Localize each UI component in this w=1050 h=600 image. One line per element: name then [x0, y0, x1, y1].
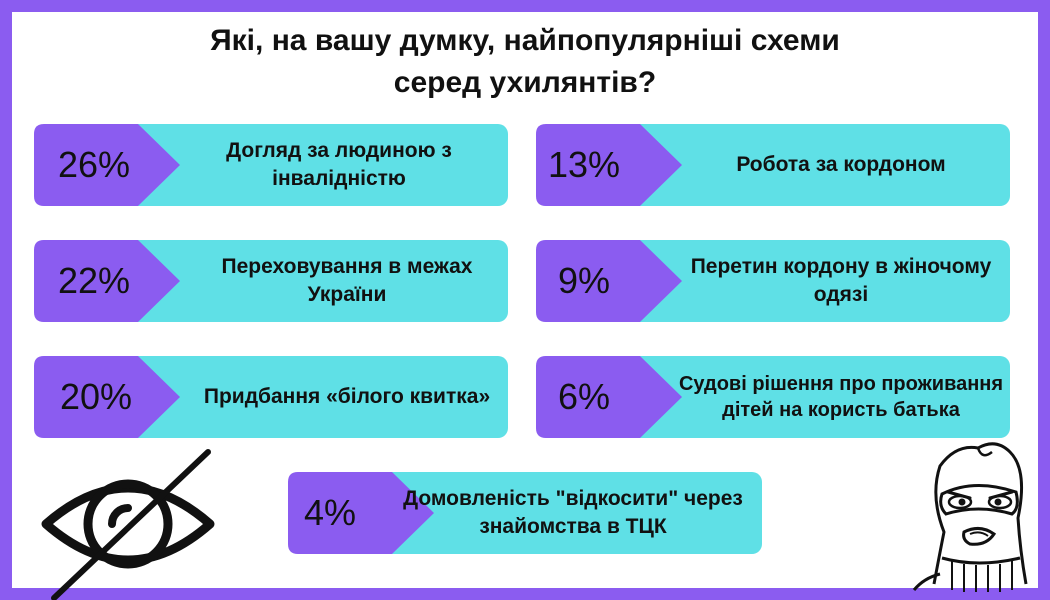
badge-shape [536, 240, 682, 322]
result-percent: 4% [303, 492, 357, 533]
badge-shape [34, 240, 180, 322]
crossed-out-eye-icon [41, 449, 215, 600]
result-card: 4% Домовленість "відкосити" через знайом… [288, 472, 762, 554]
result-badge [536, 240, 684, 322]
result-card: 22% Переховування в межах України [34, 240, 508, 322]
result-label: Перетин кордону в жіночому одязі [690, 255, 992, 306]
result-badge [34, 124, 182, 206]
result-card: 26% Догляд за людиною з інвалідністю [34, 124, 508, 206]
result-badge [288, 472, 436, 554]
result-percent: 26% [57, 144, 131, 185]
page-title: Які, на вашу думку, найпопулярніші схеми… [0, 20, 1050, 104]
result-card: 20% Придбання «білого квитка» [34, 356, 508, 438]
title-line-2: серед ухилянтів? [393, 66, 657, 99]
badge-shape [34, 356, 180, 438]
result-card: 6% Судові рішення про проживання дітей н… [536, 356, 1010, 438]
result-card: 9% Перетин кордону в жіночому одязі [536, 240, 1010, 322]
result-percent: 20% [59, 376, 133, 417]
result-label: Робота за кордоном [736, 153, 946, 176]
result-percent: 9% [557, 260, 611, 301]
result-label: Догляд за людиною з інвалідністю [226, 139, 452, 190]
result-card: 13% Робота за кордоном [536, 124, 1010, 206]
result-label: Переховування в межах України [221, 255, 473, 306]
badge-shape [536, 356, 682, 438]
result-percent: 22% [57, 260, 131, 301]
badge-shape [288, 472, 434, 554]
result-label: Домовленість "відкосити" через знайомств… [403, 487, 743, 538]
result-label: Судові рішення про проживання дітей на к… [678, 373, 1004, 421]
badge-shape [536, 124, 682, 206]
result-badge [536, 356, 684, 438]
badge-shape [34, 124, 180, 206]
result-percent: 13% [547, 144, 621, 185]
result-badge [34, 356, 182, 438]
result-label: Придбання «білого квитка» [203, 385, 491, 408]
result-percent: 6% [557, 376, 611, 417]
title-line-1: Які, на вашу думку, найпопулярніші схеми [210, 24, 840, 57]
balaclava-face-icon [912, 442, 1028, 592]
result-badge [34, 240, 182, 322]
result-badge [536, 124, 684, 206]
